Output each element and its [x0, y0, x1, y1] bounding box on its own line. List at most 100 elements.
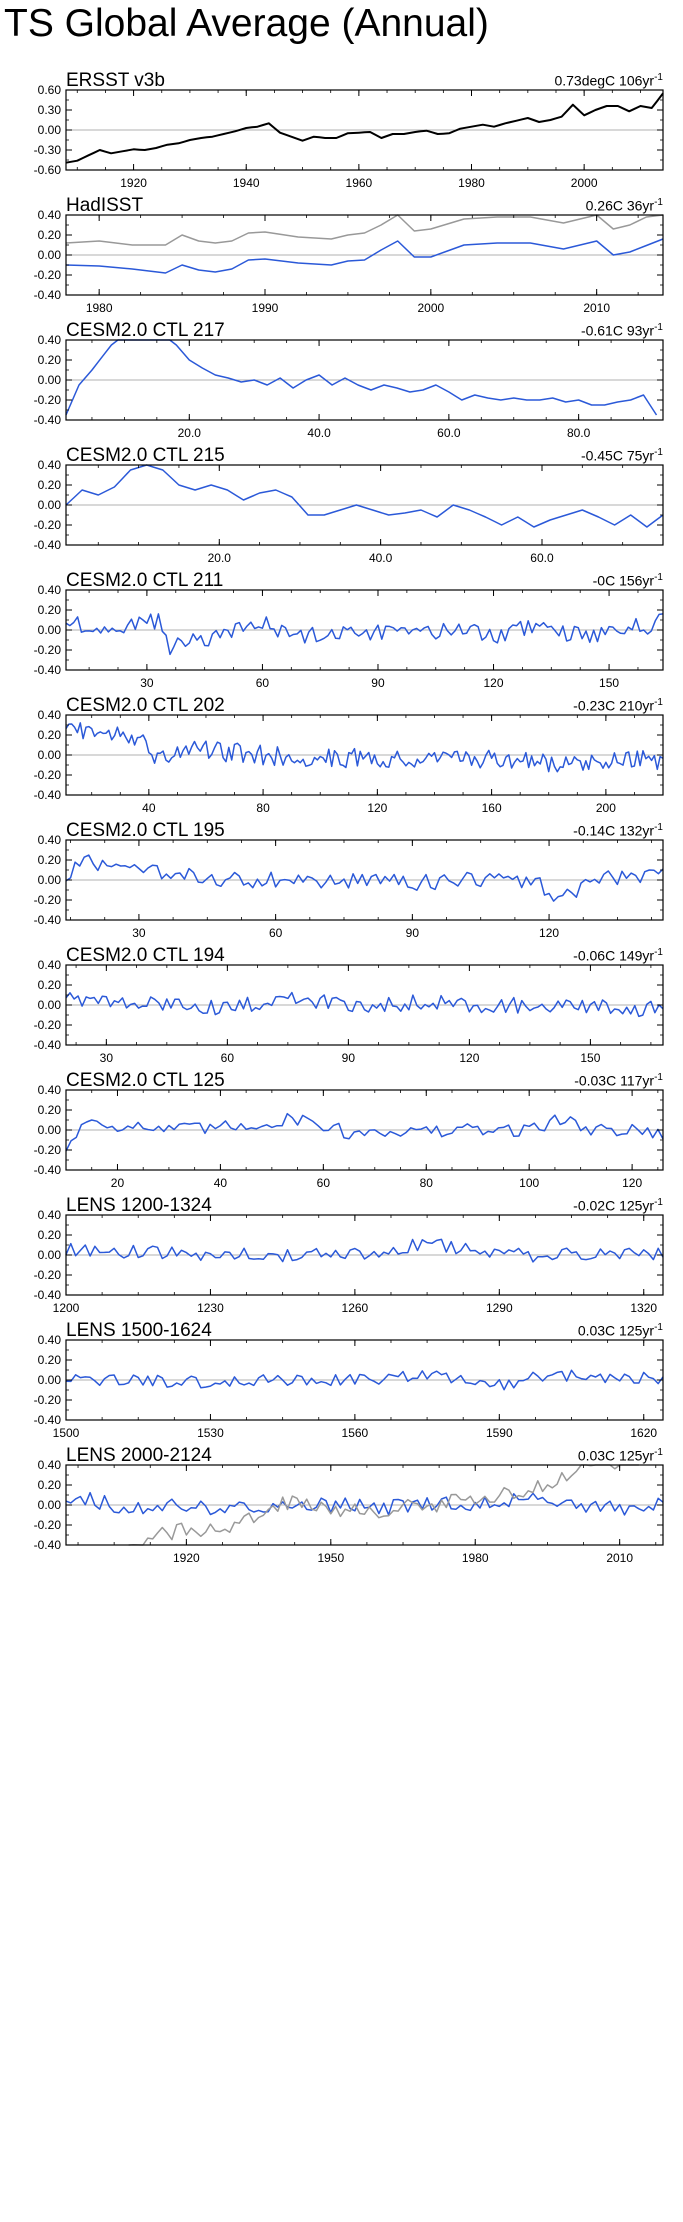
y-tick-label: -0.20: [34, 1268, 62, 1282]
series-line: [65, 339, 658, 416]
y-tick-label: -0.40: [34, 663, 62, 677]
x-tick-label: 30: [132, 926, 146, 940]
y-tick-label: 0.00: [38, 998, 62, 1012]
x-tick-label: 1530: [197, 1426, 224, 1440]
x-tick-label: 200: [596, 801, 616, 815]
x-tick-label: 80.0: [567, 426, 591, 440]
y-tick-label: -0.20: [34, 643, 62, 657]
panel-stat-exponent: -1: [654, 1447, 663, 1458]
series-line: [65, 1491, 664, 1516]
x-tick-label: 1980: [86, 301, 113, 315]
series-line: [65, 1238, 664, 1263]
panel-stat-exponent: -1: [654, 947, 663, 958]
x-tick-label: 2010: [606, 1551, 633, 1565]
chart-panel: CESM2.0 CTL 125 -0.03C 117yr-1 -0.40 -0.20 0…: [0, 1070, 683, 1200]
panel-stat: 0.73degC 106yr-1: [554, 72, 663, 89]
y-tick-label: 0.40: [38, 833, 62, 847]
panel-stat-value: -0.03C 117yr: [574, 1072, 655, 1089]
x-tick-label: 40.0: [307, 426, 331, 440]
series-line: [65, 1369, 664, 1391]
panel-title: CESM2.0 CTL 211: [66, 570, 224, 591]
panel-title: CESM2.0 CTL 202: [66, 695, 225, 716]
panel-title: CESM2.0 CTL 215: [66, 445, 225, 466]
y-tick-label: 0.00: [38, 1498, 62, 1512]
chart-panel: CESM2.0 CTL 211 -0C 156yr-1 -0.40 -0.20 0.00…: [0, 570, 683, 700]
panel-title: LENS 1500-1624: [66, 1320, 212, 1341]
panel-stat: -0.06C 149yr-1: [573, 947, 663, 964]
y-tick-label: 0.40: [38, 458, 62, 472]
x-tick-label: 60: [221, 1051, 235, 1065]
panel-stat-value: -0.61C 93yr: [580, 322, 655, 339]
chart-panel: CESM2.0 CTL 195 -0.14C 132yr-1 -0.40 -0.20 0…: [0, 820, 683, 950]
chart-panel: LENS 1500-1624 0.03C 125yr-1 -0.40 -0.20 0.0…: [0, 1320, 683, 1450]
y-tick-label: -0.20: [34, 393, 62, 407]
series-line: [65, 1112, 664, 1152]
panel-stat: 0.26C 36yr-1: [586, 197, 663, 214]
y-tick-label: 0.40: [38, 1333, 62, 1347]
x-tick-label: 160: [482, 801, 502, 815]
y-tick-label: -0.40: [34, 1413, 62, 1427]
y-tick-label: -0.30: [34, 143, 62, 157]
y-tick-label: 0.00: [38, 1373, 62, 1387]
x-tick-label: 1980: [458, 176, 485, 190]
x-tick-label: 1920: [173, 1551, 200, 1565]
chart-panel: ERSST v3b 0.73degC 106yr-1 -0.60 -0.30 0.00 0…: [0, 70, 683, 200]
panel-stat: 0.03C 125yr-1: [578, 1322, 663, 1339]
y-tick-label: 0.20: [38, 603, 62, 617]
y-tick-label: 0.40: [38, 583, 62, 597]
y-tick-label: 0.20: [38, 353, 62, 367]
page-title: TS Global Average (Annual): [4, 2, 489, 45]
series-line: [65, 613, 664, 656]
panel-title: CESM2.0 CTL 217: [66, 320, 225, 341]
x-tick-label: 20: [111, 1176, 125, 1190]
panel-stat-value: -0.02C 125yr: [573, 1197, 655, 1214]
x-tick-label: 60: [317, 1176, 331, 1190]
panel-stat-exponent: -1: [654, 72, 663, 83]
x-tick-label: 90: [406, 926, 420, 940]
x-tick-label: 1950: [317, 1551, 344, 1565]
panel-stat-exponent: -1: [654, 822, 663, 833]
y-tick-label: -0.20: [34, 518, 62, 532]
x-tick-label: 30: [140, 676, 154, 690]
panel-stat-value: 0.03C 125yr: [577, 1322, 655, 1339]
x-tick-label: 1940: [233, 176, 260, 190]
y-tick-label: -0.20: [34, 1143, 62, 1157]
y-tick-label: 0.00: [38, 1123, 62, 1137]
y-tick-label: 0.00: [38, 248, 62, 262]
y-tick-label: 0.00: [38, 373, 62, 387]
x-tick-label: 1560: [342, 1426, 369, 1440]
line-chart: -0.40 -0.20 0.00 0.20 0.40 1980 1990 2000 2010: [34, 208, 664, 315]
panel-stat: -0.14C 132yr-1: [573, 822, 663, 839]
x-tick-label: 80: [256, 801, 270, 815]
x-tick-label: 100: [519, 1176, 539, 1190]
chart-panel: LENS 1200-1324 -0.02C 125yr-1 -0.40 -0.20 0.…: [0, 1195, 683, 1325]
panel-title: CESM2.0 CTL 194: [66, 945, 225, 966]
x-tick-label: 1920: [120, 176, 147, 190]
y-tick-label: 0.60: [38, 83, 62, 97]
x-tick-label: 1960: [346, 176, 373, 190]
y-tick-label: 0.00: [38, 748, 62, 762]
panel-stat-value: -0.06C 149yr: [573, 947, 655, 964]
line-chart: -0.40 -0.20 0.00 0.20 0.40 30 60 90 120: [34, 833, 664, 940]
x-tick-label: 1320: [630, 1301, 657, 1315]
y-tick-label: -0.40: [34, 1163, 62, 1177]
x-tick-label: 120: [459, 1051, 479, 1065]
y-tick-label: -0.20: [34, 893, 62, 907]
x-tick-label: 20.0: [178, 426, 202, 440]
series-line: [65, 722, 664, 773]
y-tick-label: 0.40: [38, 958, 62, 972]
panel-stat: -0.02C 125yr-1: [573, 1197, 663, 1214]
y-tick-label: 0.00: [38, 623, 62, 637]
y-tick-label: 0.40: [38, 1458, 62, 1472]
y-tick-label: 0.20: [38, 1478, 62, 1492]
x-tick-label: 60.0: [437, 426, 461, 440]
x-tick-label: 120: [367, 801, 387, 815]
x-tick-label: 150: [599, 676, 619, 690]
panel-stat-value: -0.45C 75yr: [580, 447, 655, 464]
y-tick-label: 0.20: [38, 728, 62, 742]
line-chart: -0.60 -0.30 0.00 0.30 0.60 1920 1940 1960 1980 20…: [34, 83, 664, 190]
panel-stat: 0.03C 125yr-1: [578, 1447, 663, 1464]
x-tick-label: 1500: [53, 1426, 80, 1440]
line-chart: -0.40 -0.20 0.00 0.20 0.40 30 60 90 120 150: [34, 583, 664, 690]
y-tick-label: -0.20: [34, 1018, 62, 1032]
